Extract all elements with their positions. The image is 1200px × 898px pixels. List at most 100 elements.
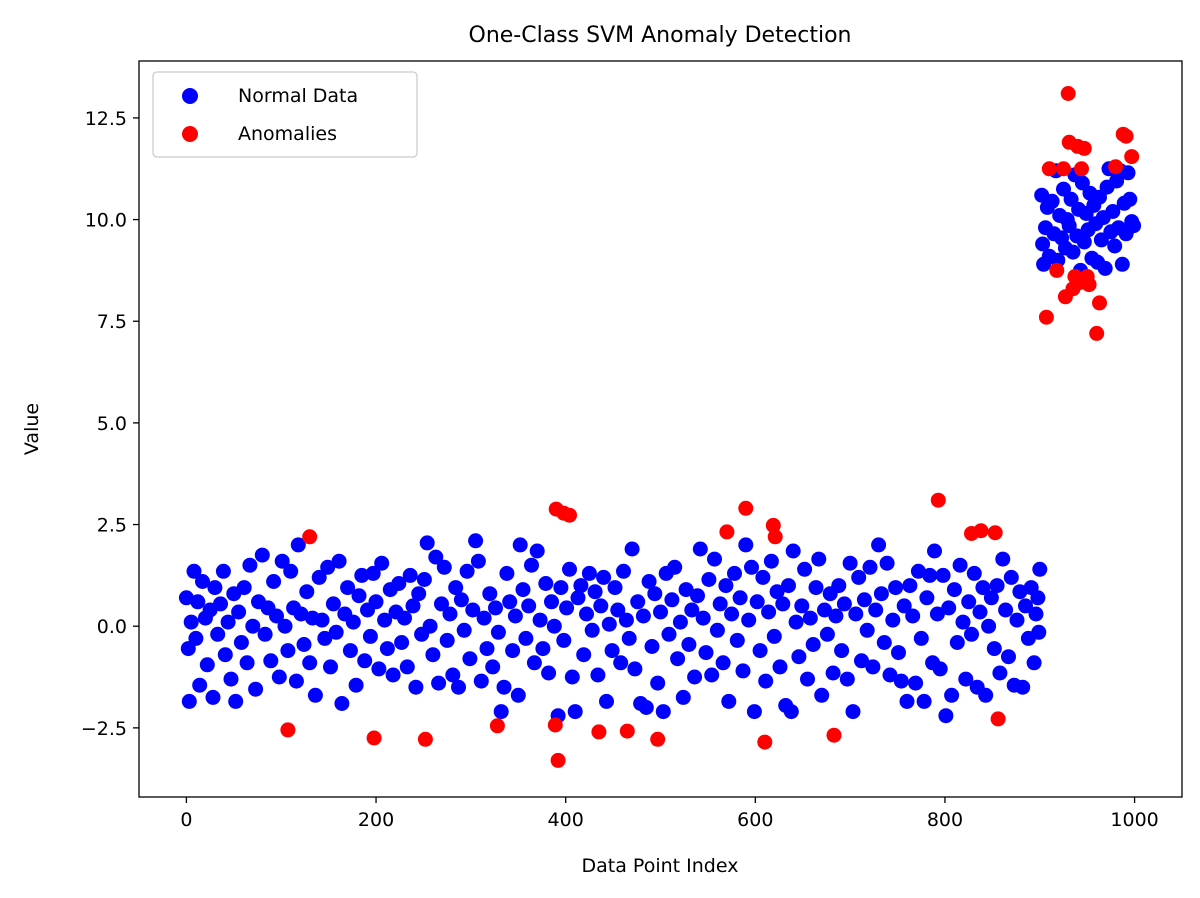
data-point-normal-data xyxy=(1061,218,1077,234)
data-point-normal-data xyxy=(888,580,904,596)
data-point-normal-data xyxy=(186,563,202,579)
data-point-normal-data xyxy=(995,551,1011,567)
data-point-normal-data xyxy=(919,590,935,606)
data-point-normal-data xyxy=(952,557,968,573)
data-point-normal-data xyxy=(391,576,407,591)
data-point-normal-data xyxy=(425,647,441,663)
data-point-normal-data xyxy=(938,708,954,724)
data-point-normal-data xyxy=(831,578,847,594)
data-point-normal-data xyxy=(470,553,486,569)
data-point-anomalies xyxy=(591,724,607,740)
data-point-normal-data xyxy=(331,553,347,569)
data-point-normal-data xyxy=(788,614,804,630)
data-point-normal-data xyxy=(507,608,523,624)
data-point-anomalies xyxy=(1049,262,1065,278)
data-point-normal-data xyxy=(178,590,194,606)
data-point-anomalies xyxy=(1056,161,1071,177)
data-point-anomalies xyxy=(757,734,773,750)
data-point-normal-data xyxy=(690,588,705,604)
data-point-normal-data xyxy=(233,635,249,650)
data-point-normal-data xyxy=(817,602,832,618)
legend: Normal Data Anomalies xyxy=(152,71,418,158)
x-tick-label: 800 xyxy=(927,809,963,831)
data-point-normal-data xyxy=(1126,218,1142,234)
data-point-normal-data xyxy=(704,667,720,683)
data-point-normal-data xyxy=(783,704,799,720)
data-point-normal-data xyxy=(868,602,884,618)
scatter-points xyxy=(178,86,1142,768)
data-point-anomalies xyxy=(489,718,505,734)
data-point-normal-data xyxy=(207,580,223,596)
data-point-normal-data xyxy=(535,641,551,657)
x-tick-label: 600 xyxy=(737,809,773,831)
data-point-normal-data xyxy=(436,559,452,575)
data-point-normal-data xyxy=(428,549,444,565)
data-point-anomalies xyxy=(719,524,735,540)
data-point-normal-data xyxy=(223,671,239,687)
data-point-normal-data xyxy=(453,592,469,608)
data-point-normal-data xyxy=(217,647,233,663)
data-point-normal-data xyxy=(512,537,528,553)
data-point-normal-data xyxy=(365,565,381,581)
data-point-normal-data xyxy=(758,673,774,689)
data-point-normal-data xyxy=(715,655,731,671)
data-point-normal-data xyxy=(624,541,640,557)
data-point-normal-data xyxy=(479,641,495,657)
data-point-normal-data xyxy=(473,673,489,689)
data-point-normal-data xyxy=(678,582,694,598)
data-point-normal-data xyxy=(296,637,312,652)
data-point-normal-data xyxy=(729,632,745,648)
y-tick-label: 7.5 xyxy=(97,311,127,333)
data-point-normal-data xyxy=(544,594,559,610)
data-point-normal-data xyxy=(932,661,948,677)
data-point-normal-data xyxy=(882,667,898,683)
data-point-normal-data xyxy=(958,671,974,687)
data-point-normal-data xyxy=(865,659,881,675)
data-point-anomalies xyxy=(366,730,382,746)
data-point-normal-data xyxy=(1030,590,1046,606)
data-point-normal-data xyxy=(641,574,657,589)
data-point-normal-data xyxy=(532,612,548,628)
data-point-normal-data xyxy=(213,596,228,612)
data-point-normal-data xyxy=(635,608,651,624)
data-point-normal-data xyxy=(199,657,215,673)
y-axis-label: Value xyxy=(21,403,43,455)
data-point-normal-data xyxy=(379,641,395,657)
data-point-normal-data xyxy=(908,675,924,691)
data-point-normal-data xyxy=(927,543,942,559)
data-point-normal-data xyxy=(280,643,296,659)
data-point-anomalies xyxy=(738,500,754,516)
data-point-normal-data xyxy=(989,578,1005,594)
data-point-normal-data xyxy=(922,567,938,583)
data-point-anomalies xyxy=(547,717,563,733)
data-point-anomalies xyxy=(930,492,946,508)
data-point-normal-data xyxy=(749,594,765,610)
data-point-normal-data xyxy=(998,602,1014,618)
data-point-anomalies xyxy=(417,731,433,747)
data-point-normal-data xyxy=(1056,181,1071,197)
data-point-normal-data xyxy=(399,659,415,675)
data-point-normal-data xyxy=(277,618,293,634)
data-point-normal-data xyxy=(701,572,717,587)
data-point-normal-data xyxy=(975,580,991,596)
data-point-normal-data xyxy=(949,635,965,650)
data-point-normal-data xyxy=(488,600,503,616)
data-point-normal-data xyxy=(502,594,518,610)
data-point-normal-data xyxy=(630,594,646,610)
data-point-normal-data xyxy=(505,643,521,659)
data-point-normal-data xyxy=(891,645,906,661)
data-point-normal-data xyxy=(1114,256,1130,272)
data-point-normal-data xyxy=(482,586,498,602)
data-point-normal-data xyxy=(992,665,1008,681)
data-point-normal-data xyxy=(564,669,580,685)
data-point-normal-data xyxy=(293,606,309,622)
data-point-normal-data xyxy=(490,624,506,640)
data-point-normal-data xyxy=(314,612,330,628)
data-point-normal-data xyxy=(402,567,418,583)
data-point-normal-data xyxy=(727,565,742,581)
data-point-normal-data xyxy=(755,569,771,585)
data-point-normal-data xyxy=(515,582,531,598)
data-point-normal-data xyxy=(763,553,779,569)
data-point-normal-data xyxy=(661,626,677,642)
data-point-normal-data xyxy=(562,561,577,577)
